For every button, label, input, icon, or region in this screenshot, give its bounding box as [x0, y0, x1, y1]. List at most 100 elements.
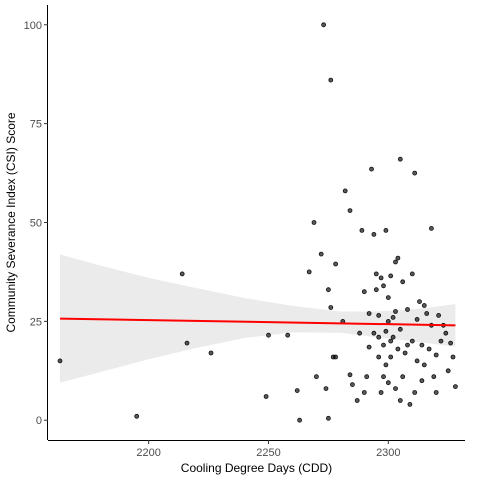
y-tick-label: 0 — [36, 415, 42, 427]
data-point — [388, 354, 394, 360]
data-point — [369, 166, 374, 172]
data-point — [57, 358, 63, 364]
data-point — [402, 350, 408, 356]
data-point — [366, 311, 372, 316]
data-point — [385, 318, 391, 324]
data-point — [373, 287, 379, 293]
data-point — [436, 312, 442, 318]
data-point — [357, 330, 363, 336]
data-point — [419, 342, 425, 348]
data-point — [393, 386, 398, 392]
data-point — [426, 346, 432, 352]
data-point — [361, 390, 367, 395]
data-point — [400, 374, 406, 380]
data-point — [342, 188, 348, 194]
data-point — [393, 259, 398, 265]
data-point — [388, 338, 394, 344]
y-tick-label: 75 — [30, 119, 42, 131]
data-point — [333, 261, 339, 267]
data-point — [433, 390, 439, 395]
data-point — [381, 374, 386, 380]
data-point — [311, 220, 317, 225]
data-point — [376, 354, 382, 360]
data-point — [371, 231, 377, 237]
data-point — [325, 287, 331, 293]
data-point — [347, 208, 353, 214]
data-point — [388, 273, 394, 279]
data-point — [414, 358, 420, 364]
x-tick-label: 2250 — [256, 447, 280, 459]
points-layer — [57, 22, 458, 423]
data-point — [328, 305, 334, 310]
data-point — [208, 350, 214, 356]
data-point — [405, 307, 410, 312]
data-point — [333, 354, 339, 360]
data-point — [366, 344, 372, 350]
data-point — [445, 368, 451, 374]
data-point — [424, 311, 430, 316]
data-point — [397, 398, 403, 403]
y-tick-label: 100 — [24, 20, 42, 32]
data-point — [263, 394, 269, 399]
data-point — [347, 372, 353, 378]
data-point — [383, 362, 389, 368]
data-point — [318, 251, 324, 257]
data-point — [390, 334, 396, 340]
data-point — [448, 340, 454, 346]
data-point — [417, 299, 422, 305]
data-point — [407, 401, 413, 407]
data-point — [323, 386, 329, 392]
x-tick-label: 2200 — [136, 447, 160, 459]
data-point — [397, 326, 403, 332]
data-point — [361, 289, 367, 295]
data-point — [409, 338, 415, 344]
data-point — [385, 295, 391, 301]
data-point — [179, 271, 185, 277]
data-point — [364, 374, 370, 380]
data-point — [450, 354, 456, 360]
data-point — [285, 332, 291, 338]
data-point — [421, 362, 427, 368]
data-point — [412, 170, 418, 176]
data-point — [266, 332, 271, 338]
data-point — [325, 415, 331, 421]
data-point — [381, 342, 386, 348]
data-point — [321, 22, 327, 28]
data-point — [328, 77, 334, 83]
data-point — [313, 374, 319, 380]
data-point — [412, 390, 418, 395]
data-point — [383, 227, 389, 233]
data-point — [431, 374, 437, 380]
data-point — [378, 390, 384, 395]
data-point — [297, 417, 303, 423]
data-point — [134, 413, 140, 419]
data-point — [385, 380, 391, 386]
y-tick-label: 25 — [30, 316, 42, 328]
data-point — [393, 309, 398, 314]
data-point — [438, 338, 444, 344]
fit-line — [59, 317, 456, 327]
data-point — [184, 340, 190, 346]
data-point — [354, 398, 360, 403]
data-point — [359, 227, 365, 233]
x-axis-title: Cooling Degree Days (CDD) — [181, 461, 332, 475]
data-point — [349, 382, 355, 388]
data-point — [452, 384, 458, 390]
data-point — [428, 225, 434, 231]
x-axis-ticks: 2200 2250 2300 — [136, 440, 401, 459]
data-point — [294, 388, 300, 394]
data-point — [371, 330, 377, 336]
x-tick-label: 2300 — [376, 447, 400, 459]
data-point — [421, 303, 427, 308]
y-axis-title: Community Severance Index (CSI) Score — [4, 112, 18, 332]
data-point — [390, 314, 396, 320]
data-point — [433, 352, 439, 358]
data-point — [405, 342, 410, 348]
data-point — [414, 316, 420, 322]
data-point — [378, 275, 384, 281]
data-point — [373, 271, 379, 277]
data-point — [376, 312, 382, 318]
data-point — [443, 330, 449, 336]
